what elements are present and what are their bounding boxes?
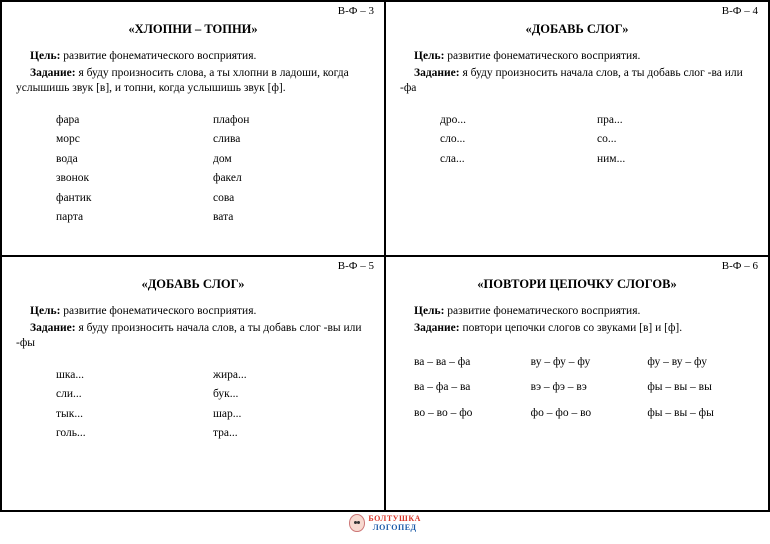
chain: во – во – фо [414, 401, 521, 426]
word: голь... [56, 424, 213, 444]
word: ним... [597, 150, 754, 170]
task: Задание: повтори цепочки слогов со звука… [400, 321, 754, 337]
word-columns: шка... сли... тык... голь... жира... бук… [16, 366, 370, 444]
syllable-col-1: ва – ва – фа ва – фа – ва во – во – фо [414, 350, 521, 426]
word: сли... [56, 385, 213, 405]
card-title: «ПОВТОРИ ЦЕПОЧКУ СЛОГОВ» [400, 277, 754, 292]
syllable-col-3: фу – ву – фу фы – вы – вы фы – вы – фы [647, 350, 754, 426]
word: дро... [440, 111, 597, 131]
word: со... [597, 130, 754, 150]
logo: БОЛТУШКА ЛОГОПЕД [349, 514, 421, 532]
word: бук... [213, 385, 370, 405]
word: морс [56, 130, 213, 150]
word: тык... [56, 405, 213, 425]
goal-text: развитие фонематического восприятия. [63, 305, 256, 317]
chain: фу – ву – фу [647, 350, 754, 375]
task: Задание: я буду произносить начала слов,… [16, 321, 370, 352]
word-col-2: плафон слива дом факел сова вата [213, 111, 370, 228]
card-id: В-Ф – 3 [338, 5, 374, 17]
word: сова [213, 189, 370, 209]
goal: Цель: развитие фонематического восприяти… [16, 49, 370, 65]
card-id: В-Ф – 5 [338, 260, 374, 272]
task: Задание: я буду произносить слова, а ты … [16, 66, 370, 97]
chain: ва – ва – фа [414, 350, 521, 375]
word: сла... [440, 150, 597, 170]
word-col-1: фара морс вода звонок фантик парта [56, 111, 213, 228]
task-text: повтори цепочки слогов со звуками [в] и … [462, 322, 682, 334]
card-id: В-Ф – 6 [722, 260, 758, 272]
goal-label: Цель: [30, 305, 60, 317]
task-label: Задание: [30, 322, 76, 334]
goal: Цель: развитие фонематического восприяти… [16, 304, 370, 320]
word: плафон [213, 111, 370, 131]
word: тра... [213, 424, 370, 444]
word: шар... [213, 405, 370, 425]
task-label: Задание: [30, 67, 76, 79]
goal-label: Цель: [414, 305, 444, 317]
goal-text: развитие фонематического восприятия. [447, 305, 640, 317]
task-label: Задание: [414, 322, 460, 334]
word-col-1: шка... сли... тык... голь... [56, 366, 213, 444]
chain: ва – фа – ва [414, 375, 521, 400]
word: звонок [56, 169, 213, 189]
task-label: Задание: [414, 67, 460, 79]
word: вода [56, 150, 213, 170]
logo-line-2: ЛОГОПЕД [373, 523, 417, 532]
word: факел [213, 169, 370, 189]
chain: фы – вы – вы [647, 375, 754, 400]
chain: фы – вы – фы [647, 401, 754, 426]
card-6: В-Ф – 6 «ПОВТОРИ ЦЕПОЧКУ СЛОГОВ» Цель: р… [385, 256, 769, 511]
logo-text: БОЛТУШКА ЛОГОПЕД [368, 514, 421, 532]
syllable-columns: ва – ва – фа ва – фа – ва во – во – фо в… [400, 350, 754, 426]
word: сло... [440, 130, 597, 150]
goal-text: развитие фонематического восприятия. [63, 50, 256, 62]
chain: ву – фу – фу [531, 350, 638, 375]
card-title: «ХЛОПНИ – ТОПНИ» [16, 22, 370, 37]
card-5: В-Ф – 5 «ДОБАВЬ СЛОГ» Цель: развитие фон… [1, 256, 385, 511]
word: вата [213, 208, 370, 228]
word: шка... [56, 366, 213, 386]
word: фантик [56, 189, 213, 209]
chain: фо – фо – во [531, 401, 638, 426]
card-3: В-Ф – 3 «ХЛОПНИ – ТОПНИ» Цель: развитие … [1, 1, 385, 256]
cards-grid: В-Ф – 3 «ХЛОПНИ – ТОПНИ» Цель: развитие … [0, 0, 770, 512]
word: пра... [597, 111, 754, 131]
logo-icon [349, 514, 365, 532]
footer: БОЛТУШКА ЛОГОПЕД [0, 512, 770, 544]
goal-label: Цель: [414, 50, 444, 62]
goal: Цель: развитие фонематического восприяти… [400, 49, 754, 65]
card-id: В-Ф – 4 [722, 5, 758, 17]
logo-line-1: БОЛТУШКА [368, 514, 421, 523]
card-title: «ДОБАВЬ СЛОГ» [400, 22, 754, 37]
word: фара [56, 111, 213, 131]
task: Задание: я буду произносить начала слов,… [400, 66, 754, 97]
syllable-col-2: ву – фу – фу вэ – фэ – вэ фо – фо – во [531, 350, 638, 426]
word-columns: фара морс вода звонок фантик парта плафо… [16, 111, 370, 228]
word: слива [213, 130, 370, 150]
word: жира... [213, 366, 370, 386]
card-title: «ДОБАВЬ СЛОГ» [16, 277, 370, 292]
word-col-2: жира... бук... шар... тра... [213, 366, 370, 444]
goal-text: развитие фонематического восприятия. [447, 50, 640, 62]
word-col-1: дро... сло... сла... [440, 111, 597, 170]
word: парта [56, 208, 213, 228]
card-4: В-Ф – 4 «ДОБАВЬ СЛОГ» Цель: развитие фон… [385, 1, 769, 256]
word: дом [213, 150, 370, 170]
word-col-2: пра... со... ним... [597, 111, 754, 170]
goal: Цель: развитие фонематического восприяти… [400, 304, 754, 320]
goal-label: Цель: [30, 50, 60, 62]
chain: вэ – фэ – вэ [531, 375, 638, 400]
word-columns: дро... сло... сла... пра... со... ним... [400, 111, 754, 170]
